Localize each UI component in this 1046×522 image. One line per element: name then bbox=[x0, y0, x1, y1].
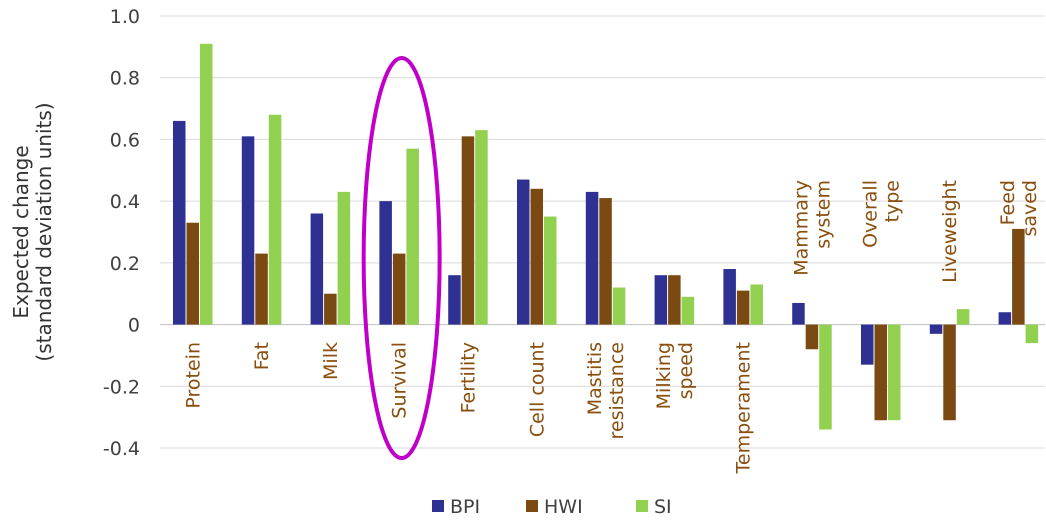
category-label-line: Fertility bbox=[457, 342, 479, 413]
category-label: Protein bbox=[182, 342, 204, 409]
category-label: Temperament bbox=[733, 342, 755, 474]
legend: BPI HWI SI bbox=[432, 496, 672, 518]
bar-bpi bbox=[241, 136, 255, 325]
category-label-line: Liveweight bbox=[939, 180, 961, 283]
bar-bpi bbox=[585, 191, 599, 325]
legend-item-si: SI bbox=[636, 496, 672, 518]
bar-si bbox=[475, 130, 488, 325]
y-tick-label: 0.8 bbox=[110, 68, 140, 90]
bar-si bbox=[681, 296, 695, 325]
bar-hwi bbox=[324, 293, 337, 325]
category-label-line: Milking bbox=[653, 342, 675, 409]
y-tick-label: 0.6 bbox=[110, 129, 140, 151]
bar-bpi bbox=[379, 201, 392, 325]
bar-bpi bbox=[723, 269, 736, 325]
legend-item-bpi: BPI bbox=[432, 496, 480, 518]
bar-si bbox=[268, 114, 282, 325]
bar-hwi bbox=[943, 324, 956, 421]
bar-si bbox=[612, 287, 626, 325]
bar-hwi bbox=[461, 136, 475, 325]
bar-si bbox=[888, 324, 901, 421]
bar-hwi bbox=[392, 253, 406, 325]
bar-hwi bbox=[599, 198, 612, 325]
category-label-line: Mammary bbox=[790, 180, 812, 276]
y-axis: 1.0 0.8 0.6 0.4 0.2 0 -0.2 -0.4 Expected change(… bbox=[9, 6, 140, 460]
bar-hwi bbox=[736, 290, 750, 325]
category-label: Milking speed bbox=[653, 342, 697, 409]
legend-swatch bbox=[526, 500, 538, 512]
bar-bpi bbox=[310, 213, 324, 325]
legend-label: SI bbox=[654, 496, 672, 518]
bar-bpi bbox=[517, 179, 530, 325]
bar-hwi bbox=[186, 222, 199, 325]
bar-hwi bbox=[255, 253, 268, 325]
bar-bpi bbox=[929, 324, 943, 334]
bar-si bbox=[337, 191, 351, 325]
category-label-line: Cell count bbox=[526, 342, 548, 437]
category-label-line: Overall bbox=[859, 180, 881, 248]
bars bbox=[173, 43, 1039, 430]
category-label-line: speed bbox=[675, 342, 697, 399]
category-label: Feed saved bbox=[997, 180, 1041, 237]
category-label-line: Protein bbox=[182, 342, 204, 409]
category-label: Overall type bbox=[859, 180, 903, 248]
y-axis-title: (standard deviation units) bbox=[32, 102, 56, 361]
category-label-line: type bbox=[881, 180, 903, 222]
category-label: Survival bbox=[389, 342, 411, 419]
category-label-line: Temperament bbox=[733, 342, 755, 474]
category-label: Fat bbox=[251, 342, 273, 370]
bar-hwi bbox=[668, 275, 681, 325]
category-label: Liveweight bbox=[939, 180, 961, 283]
category-label: Cell count bbox=[526, 342, 548, 437]
bar-si bbox=[406, 148, 419, 325]
category-label-line: resistance bbox=[606, 342, 628, 439]
legend-label: BPI bbox=[450, 496, 480, 518]
category-label-line: system bbox=[812, 180, 834, 249]
bar-si bbox=[819, 324, 832, 430]
legend-swatch bbox=[636, 500, 648, 512]
bar-si bbox=[544, 216, 557, 325]
category-label: Fertility bbox=[457, 342, 479, 413]
legend-label: HWI bbox=[544, 496, 583, 518]
y-tick-label: 0 bbox=[128, 315, 140, 337]
y-tick-label: -0.4 bbox=[103, 438, 140, 460]
legend-swatch bbox=[432, 500, 444, 512]
bar-si bbox=[956, 309, 970, 325]
highlight-ellipse-shape bbox=[361, 56, 442, 460]
y-tick-label: 1.0 bbox=[110, 6, 140, 28]
category-label-line: Milk bbox=[320, 342, 342, 380]
category-label-line: Survival bbox=[389, 342, 411, 419]
bar-hwi bbox=[1012, 228, 1025, 325]
category-label: Mastitis resistance bbox=[584, 342, 628, 439]
y-tick-label: -0.2 bbox=[103, 376, 140, 398]
category-label-line: Feed bbox=[997, 180, 1019, 225]
bar-bpi bbox=[998, 312, 1012, 325]
category-label-line: saved bbox=[1019, 180, 1041, 237]
bar-bpi bbox=[654, 275, 668, 325]
bar-bpi bbox=[861, 324, 874, 365]
category-label: Mammary system bbox=[790, 180, 834, 276]
category-label: Milk bbox=[320, 342, 342, 380]
legend-item-hwi: HWI bbox=[526, 496, 583, 518]
category-label-line: Fat bbox=[251, 342, 273, 370]
bar-bpi bbox=[448, 275, 461, 325]
highlight-ellipse bbox=[361, 56, 442, 460]
category-label-line: Mastitis bbox=[584, 342, 606, 415]
y-tick-label: 0.2 bbox=[110, 253, 140, 275]
bar-hwi bbox=[874, 324, 887, 421]
bar-bpi bbox=[173, 120, 186, 325]
bar-si bbox=[750, 284, 763, 325]
y-axis-title: Expected change bbox=[9, 145, 33, 318]
y-tick-label: 0.4 bbox=[110, 191, 140, 213]
bar-si bbox=[1025, 324, 1039, 344]
bar-si bbox=[200, 43, 213, 325]
bar-bpi bbox=[792, 302, 805, 325]
bar-hwi bbox=[805, 324, 819, 350]
category-labels: Protein Fat Milk Survival Fertility Cell coun… bbox=[182, 180, 1041, 474]
bar-hwi bbox=[530, 188, 543, 325]
